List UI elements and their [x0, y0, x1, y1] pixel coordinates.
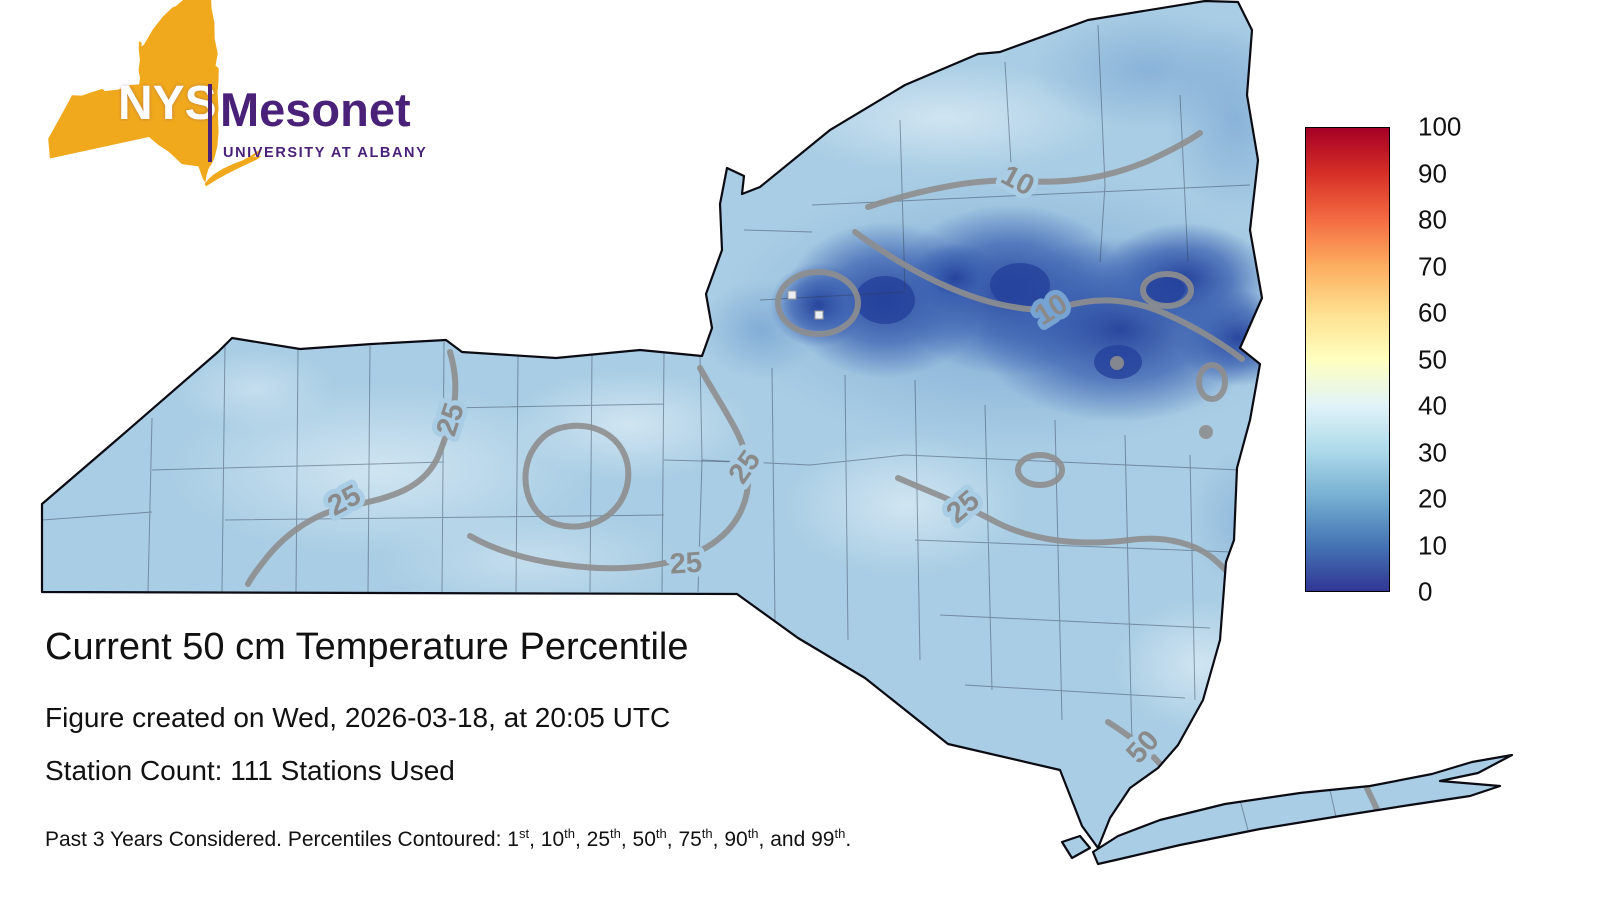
colorbar-ticks: 100 90 80 70 60 50 40 30 20 10 0: [1418, 112, 1508, 607]
state-outline: [40, 0, 1514, 866]
colorbar-tick: 20: [1418, 483, 1447, 514]
colorbar-tick: 100: [1418, 111, 1462, 142]
nys-mesonet-logo: NYS Mesonet UNIVERSITY AT ALBANY: [40, 0, 460, 215]
colorbar-tick: 10: [1418, 530, 1447, 560]
colorbar-tick: 90: [1418, 158, 1447, 188]
colorbar-tick: 40: [1418, 390, 1447, 421]
colorbar-tick: 60: [1418, 297, 1447, 328]
colorbar-tick: 70: [1418, 251, 1447, 281]
logo-divider: [208, 84, 212, 162]
station-count: Station Count: 111 Stations Used: [45, 755, 455, 786]
colorbar-tick: 50: [1418, 344, 1447, 374]
created-timestamp: Figure created on Wed, 2026-03-18, at 20…: [45, 702, 671, 733]
figure-title: Current 50 cm Temperature Percentile: [45, 626, 689, 668]
logo-mesonet-text: Mesonet: [220, 83, 411, 136]
contour-label: 25: [669, 547, 703, 581]
logo-nys-text: NYS: [118, 77, 217, 130]
county-borders: [42, 24, 1337, 831]
colorbar-tick: 0: [1418, 576, 1433, 607]
colorbar-tick: 80: [1418, 204, 1447, 235]
colorbar-tick: 30: [1418, 437, 1447, 467]
contour-lines: [245, 130, 1384, 821]
logo-ny-state-shape: [48, 0, 263, 187]
colorbar-gradient: [1305, 127, 1390, 592]
logo-university-text: UNIVERSITY AT ALBANY: [223, 145, 428, 161]
footnote: Past 3 Years Considered. Percentiles Con…: [45, 826, 852, 851]
